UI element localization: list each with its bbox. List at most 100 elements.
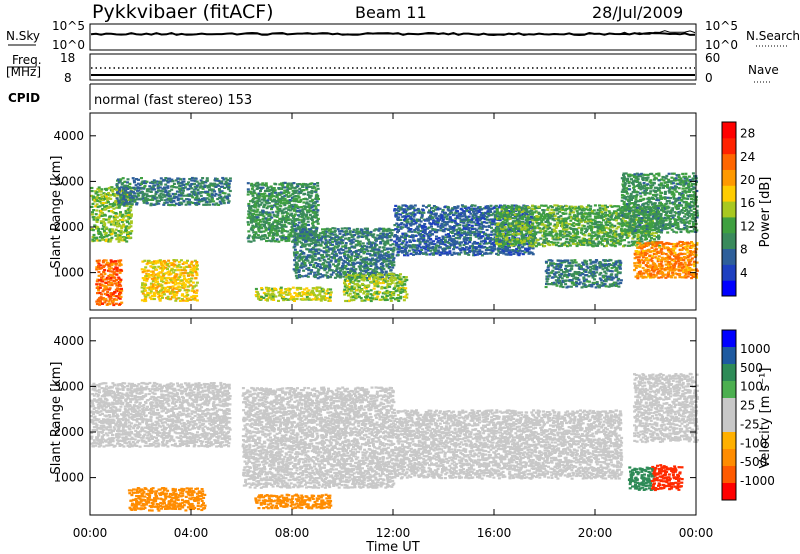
heatmap-cell: [295, 232, 299, 236]
heatmap-cell: [323, 269, 327, 272]
heatmap-cell: [497, 245, 501, 248]
heatmap-cell: [463, 214, 467, 217]
heatmap-cell: [131, 196, 135, 199]
heatmap-cell: [292, 200, 296, 203]
heatmap-cell: [349, 256, 353, 259]
heatmap-cell: [163, 288, 167, 291]
heatmap-cell: [191, 196, 195, 199]
heatmap-cell: [276, 219, 280, 222]
heatmap-cell: [114, 218, 117, 221]
heatmap-cell: [284, 236, 288, 240]
heatmap-cell: [282, 218, 286, 221]
heatmap-cell: [101, 199, 105, 202]
heatmap-cell: [172, 197, 176, 200]
heatmap-cell: [267, 288, 271, 291]
heatmap-cell: [347, 273, 350, 276]
heatmap-cell: [132, 186, 136, 189]
heatmap-cell: [195, 193, 199, 196]
heatmap-cell: [260, 230, 263, 233]
nsky-tick-bottom: 10^0: [52, 38, 85, 52]
heatmap-cell: [98, 282, 102, 285]
heatmap-cell: [171, 180, 175, 183]
heatmap-cell: [316, 263, 320, 266]
heatmap-cell: [269, 296, 272, 299]
heatmap-cell: [518, 252, 522, 255]
heatmap-cell: [387, 255, 391, 258]
heatmap-cell: [445, 223, 449, 226]
heatmap-cell: [118, 261, 121, 264]
heatmap-cell: [171, 185, 175, 188]
heatmap-cell: [295, 241, 299, 244]
heatmap-cell: [531, 222, 535, 225]
heatmap-cell: [290, 295, 294, 298]
heatmap-cell: [296, 292, 299, 295]
heatmap-cell: [254, 197, 258, 200]
heatmap-cell: [411, 236, 415, 239]
heatmap-cell: [323, 237, 327, 240]
heatmap-cell: [194, 177, 198, 180]
heatmap-cell: [311, 236, 315, 239]
heatmap-cell: [178, 190, 182, 193]
heatmap-cell: [485, 221, 489, 224]
heatmap-cell: [361, 242, 365, 245]
heatmap-cell: [164, 272, 168, 275]
heatmap-cell: [250, 226, 254, 229]
heatmap-cell: [137, 189, 141, 192]
heatmap-cell: [329, 288, 333, 291]
heatmap-cell: [193, 298, 197, 301]
heatmap-cell: [183, 285, 187, 288]
heatmap-cell: [259, 190, 262, 193]
heatmap-cell: [317, 248, 321, 251]
heatmap-cell: [296, 207, 300, 210]
heatmap-cell: [122, 225, 126, 228]
heatmap-cell: [121, 218, 124, 222]
heatmap-cell: [458, 224, 462, 227]
heatmap-cell: [191, 179, 195, 182]
heatmap-cell: [154, 281, 158, 284]
heatmap-cell: [162, 203, 166, 206]
heatmap-cell: [308, 231, 312, 234]
heatmap-cell: [341, 242, 344, 245]
heatmap-cell: [175, 286, 179, 289]
heatmap-cell: [299, 229, 303, 232]
heatmap-cell: [109, 278, 113, 281]
heatmap-cell: [129, 222, 133, 225]
heatmap-cell: [511, 213, 514, 216]
heatmap-cell: [266, 205, 270, 208]
heatmap-cell: [366, 272, 370, 276]
heatmap-cell: [398, 276, 402, 279]
heatmap-cell: [202, 203, 206, 206]
heatmap-cell: [113, 194, 117, 197]
heatmap-cell: [181, 262, 185, 265]
heatmap-cell: [345, 230, 348, 233]
heatmap-cell: [123, 191, 127, 194]
heatmap-cell: [162, 259, 166, 263]
heatmap-cell: [300, 189, 303, 192]
heatmap-cell: [119, 284, 123, 287]
heatmap-cell: [339, 252, 342, 255]
heatmap-cell: [290, 219, 294, 222]
heatmap-cell: [114, 212, 118, 215]
heatmap-cell: [275, 193, 279, 197]
heatmap-cell: [246, 190, 250, 193]
heatmap-cell: [137, 186, 140, 190]
heatmap-cell: [282, 295, 286, 299]
heatmap-cell: [191, 298, 195, 301]
heatmap-cell: [206, 190, 210, 193]
heatmap-cell: [316, 217, 320, 220]
heatmap-cell: [366, 234, 370, 237]
heatmap-cell: [543, 244, 547, 248]
heatmap-cell: [287, 202, 291, 205]
heatmap-cell: [412, 218, 416, 221]
heatmap-cell: [450, 253, 454, 256]
heatmap-cell: [330, 269, 334, 272]
heatmap-cell: [167, 281, 171, 284]
heatmap-cell: [425, 239, 429, 242]
heatmap-cell: [264, 217, 268, 220]
heatmap-cell: [375, 243, 379, 247]
heatmap-cell: [157, 274, 161, 277]
heatmap-cell: [162, 291, 166, 294]
heatmap-cell: [517, 242, 521, 245]
heatmap-cell: [145, 277, 149, 280]
heatmap-cell: [96, 199, 100, 203]
